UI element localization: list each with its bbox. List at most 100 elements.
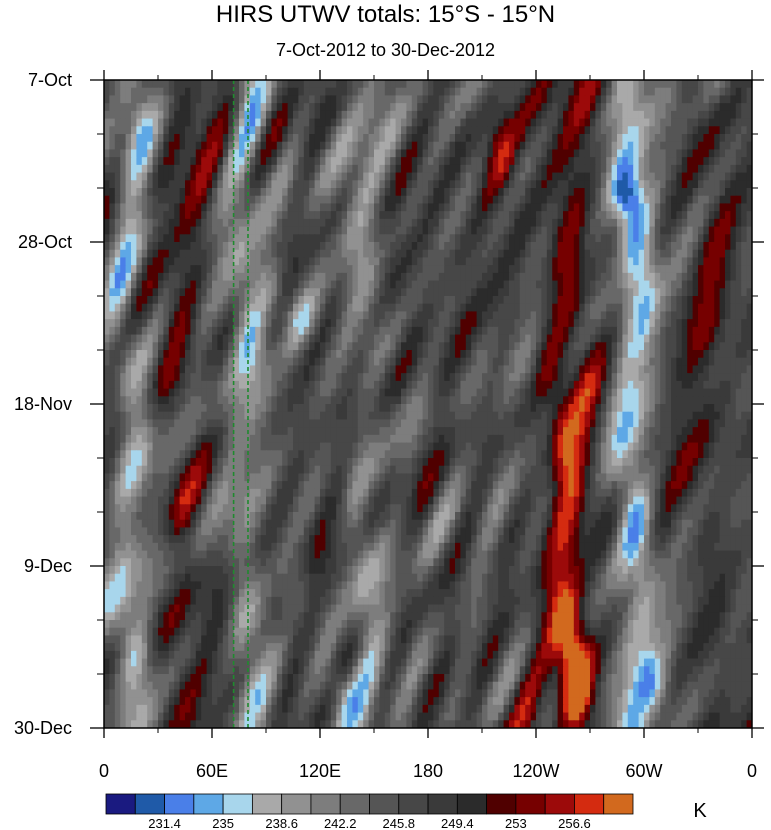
field-cell bbox=[131, 342, 137, 351]
field-cell bbox=[449, 242, 456, 251]
field-cell bbox=[681, 388, 688, 397]
field-cell bbox=[341, 126, 348, 135]
field-cell bbox=[239, 280, 245, 289]
field-cell bbox=[433, 126, 440, 135]
field-cell bbox=[557, 141, 564, 151]
field-cell bbox=[212, 249, 218, 259]
field-cell bbox=[136, 95, 143, 104]
field-cell bbox=[714, 380, 721, 390]
field-cell bbox=[519, 296, 526, 305]
field-cell bbox=[266, 334, 272, 343]
field-cell bbox=[201, 126, 208, 135]
field-cell bbox=[384, 188, 391, 197]
field-cell bbox=[503, 373, 510, 382]
field-cell bbox=[600, 288, 607, 297]
field-cell bbox=[687, 311, 694, 320]
field-cell bbox=[584, 388, 591, 397]
field-cell bbox=[298, 141, 305, 151]
field-cell bbox=[330, 103, 337, 112]
field-cell bbox=[438, 234, 445, 243]
field-cell bbox=[471, 218, 478, 228]
field-cell bbox=[406, 126, 413, 135]
field-cell bbox=[228, 388, 235, 397]
field-cell bbox=[525, 365, 532, 374]
field-cell bbox=[573, 326, 580, 336]
field-cell bbox=[411, 272, 418, 282]
field-cell bbox=[309, 249, 316, 259]
field-cell bbox=[487, 288, 494, 297]
field-cell bbox=[244, 380, 251, 390]
field-cell bbox=[438, 180, 445, 189]
field-cell bbox=[168, 126, 175, 135]
field-cell bbox=[611, 157, 618, 166]
field-cell bbox=[249, 141, 256, 151]
field-cell bbox=[455, 288, 461, 297]
field-cell bbox=[422, 357, 429, 367]
field-cell bbox=[465, 380, 472, 390]
field-cell bbox=[158, 342, 164, 351]
field-cell bbox=[579, 350, 586, 359]
field-cell bbox=[552, 303, 559, 313]
field-cell bbox=[746, 357, 752, 367]
field-cell bbox=[120, 87, 127, 97]
field-cell bbox=[276, 280, 283, 289]
field-cell bbox=[136, 226, 143, 235]
field-cell bbox=[368, 118, 375, 127]
field-cell bbox=[104, 242, 110, 251]
field-cell bbox=[309, 157, 316, 166]
field-cell bbox=[417, 350, 424, 359]
field-cell bbox=[525, 126, 532, 135]
field-cell bbox=[174, 118, 181, 127]
field-cell bbox=[336, 126, 343, 135]
field-cell bbox=[190, 380, 197, 390]
field-cell bbox=[255, 149, 262, 158]
field-cell bbox=[552, 203, 559, 212]
field-cell bbox=[120, 226, 127, 235]
field-cell bbox=[579, 249, 586, 259]
field-cell bbox=[465, 164, 472, 174]
field-cell bbox=[665, 141, 672, 151]
field-cell bbox=[541, 265, 548, 274]
field-cell bbox=[384, 265, 391, 274]
field-cell bbox=[492, 342, 499, 351]
field-cell bbox=[136, 218, 143, 228]
field-cell bbox=[735, 234, 742, 243]
field-cell bbox=[509, 296, 515, 305]
field-cell bbox=[525, 164, 532, 174]
field-cell bbox=[692, 141, 699, 151]
field-cell bbox=[298, 172, 305, 181]
field-cell bbox=[368, 365, 375, 374]
field-cell bbox=[617, 350, 623, 359]
field-cell bbox=[579, 280, 586, 289]
field-cell bbox=[114, 149, 121, 158]
field-cell bbox=[222, 242, 229, 251]
field-cell bbox=[401, 265, 407, 274]
field-cell bbox=[168, 303, 175, 313]
field-cell bbox=[260, 141, 267, 151]
field-cell bbox=[465, 226, 472, 235]
field-cell bbox=[536, 134, 542, 143]
field-cell bbox=[595, 103, 602, 112]
field-cell bbox=[206, 87, 213, 97]
field-cell bbox=[357, 87, 364, 97]
field-cell bbox=[746, 342, 752, 351]
field-cell bbox=[401, 396, 407, 405]
field-cell bbox=[125, 311, 132, 320]
field-cell bbox=[568, 249, 575, 259]
field-cell bbox=[584, 311, 591, 320]
field-cell bbox=[341, 211, 348, 220]
field-cell bbox=[131, 350, 137, 359]
field-cell bbox=[617, 164, 623, 174]
field-cell bbox=[271, 242, 278, 251]
field-cell bbox=[190, 172, 197, 181]
field-cell bbox=[455, 326, 461, 336]
field-cell bbox=[244, 95, 251, 104]
field-cell bbox=[708, 226, 715, 235]
field-cell bbox=[681, 280, 688, 289]
field-cell bbox=[557, 380, 564, 390]
field-cell bbox=[573, 350, 580, 359]
field-cell bbox=[525, 203, 532, 212]
field-cell bbox=[163, 134, 170, 143]
field-cell bbox=[482, 280, 488, 289]
field-cell bbox=[687, 303, 694, 313]
